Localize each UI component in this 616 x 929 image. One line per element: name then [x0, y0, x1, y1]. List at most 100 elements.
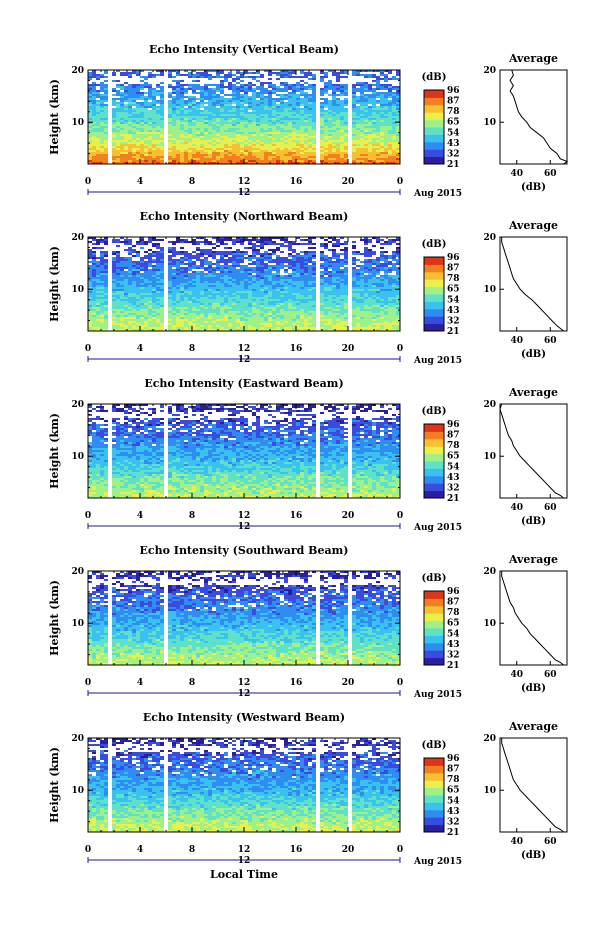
heatmap-cell: [236, 303, 240, 305]
heatmap-cell: [392, 120, 396, 122]
heatmap-cell: [236, 160, 240, 162]
heatmap-cell: [180, 251, 184, 253]
heatmap-cell: [220, 327, 224, 329]
heatmap-cell: [224, 255, 228, 257]
heatmap-cell: [92, 307, 96, 309]
heatmap-cell: [168, 134, 172, 136]
heatmap-cell: [192, 152, 196, 154]
heatmap-cell: [92, 126, 96, 128]
heatmap-cell: [252, 126, 256, 128]
heatmap-cell: [256, 311, 260, 313]
heatmap-cell: [92, 313, 96, 315]
heatmap-cell: [168, 122, 172, 124]
heatmap-cell: [184, 299, 188, 301]
x-tick-label: 0: [397, 177, 403, 187]
heatmap-cell: [264, 297, 268, 299]
heatmap-cell: [196, 106, 200, 108]
heatmap-cell: [340, 128, 344, 130]
heatmap-cell: [292, 156, 296, 158]
heatmap-cell: [244, 277, 248, 279]
heatmap-cell: [332, 130, 336, 132]
heatmap-cell: [296, 84, 300, 86]
heatmap-cell: [244, 281, 248, 283]
heatmap-cell: [396, 74, 400, 76]
heatmap-cell: [92, 110, 96, 112]
heatmap-cell: [380, 142, 384, 144]
heatmap-cell: [240, 265, 244, 267]
heatmap-cell: [172, 124, 176, 126]
heatmap-cell: [204, 257, 208, 259]
heatmap-cell: [224, 130, 228, 132]
heatmap-cell: [268, 98, 272, 100]
heatmap-cell: [244, 92, 248, 94]
heatmap-cell: [260, 102, 264, 104]
heatmap-cell: [192, 124, 196, 126]
heatmap-cell: [196, 281, 200, 283]
heatmap-cell: [148, 293, 152, 295]
heatmap-cell: [264, 281, 268, 283]
heatmap-cell: [104, 160, 108, 162]
heatmap-cell: [320, 142, 324, 144]
heatmap-cell: [208, 315, 212, 317]
heatmap-cell: [260, 301, 264, 303]
avg-x-tick-label: 60: [544, 169, 557, 179]
heatmap-cell: [336, 104, 340, 106]
heatmap-cell: [352, 84, 356, 86]
heatmap-cell: [120, 98, 124, 100]
heatmap-cell: [116, 160, 120, 162]
heatmap-cell: [92, 146, 96, 148]
heatmap-cell: [272, 86, 276, 88]
heatmap-cell: [92, 263, 96, 265]
heatmap-cell: [264, 160, 268, 162]
heatmap-cell: [236, 134, 240, 136]
heatmap-cell: [388, 84, 392, 86]
heatmap-cell: [192, 255, 196, 257]
heatmap-cell: [224, 277, 228, 279]
heatmap-cell: [212, 106, 216, 108]
heatmap-cell: [188, 102, 192, 104]
heatmap-cell: [116, 94, 120, 96]
heatmap-cell: [152, 251, 156, 253]
heatmap-cell: [332, 90, 336, 92]
heatmap-cell: [160, 90, 164, 92]
heatmap-cell: [260, 134, 264, 136]
heatmap-cell: [320, 144, 324, 146]
heatmap-cell: [352, 88, 356, 90]
heatmap-cell: [344, 140, 348, 142]
heatmap-cell: [120, 142, 124, 144]
heatmap-cell: [236, 257, 240, 259]
heatmap-cell: [320, 80, 324, 82]
heatmap-cell: [356, 90, 360, 92]
heatmap-cell: [224, 144, 228, 146]
heatmap-cell: [112, 319, 116, 321]
heatmap-cell: [176, 134, 180, 136]
heatmap-cell: [240, 142, 244, 144]
heatmap-cell: [368, 138, 372, 140]
heatmap-cell: [180, 309, 184, 311]
heatmap-cell: [156, 321, 160, 323]
heatmap-cell: [296, 158, 300, 160]
heatmap-cell: [220, 148, 224, 150]
heatmap-cell: [260, 283, 264, 285]
heatmap-cell: [244, 239, 248, 241]
heatmap-cell: [168, 116, 172, 118]
heatmap-cell: [372, 124, 376, 126]
heatmap-cell: [352, 122, 356, 124]
heatmap-cell: [92, 265, 96, 267]
heatmap-cell: [92, 84, 96, 86]
y-tick-label: 20: [71, 66, 84, 76]
heatmap-cell: [212, 299, 216, 301]
heatmap-cell: [388, 112, 392, 114]
heatmap-cell: [116, 126, 120, 128]
heatmap-cell: [200, 273, 204, 275]
heatmap-cell: [232, 259, 236, 261]
heatmap-cell: [112, 100, 116, 102]
heatmap-cell: [188, 118, 192, 120]
heatmap-cell: [308, 94, 312, 96]
heatmap-cell: [140, 148, 144, 150]
heatmap-cell: [328, 146, 332, 148]
heatmap-cell: [168, 148, 172, 150]
heatmap-cell: [296, 116, 300, 118]
heatmap-cell: [264, 124, 268, 126]
heatmap-cell: [272, 98, 276, 100]
